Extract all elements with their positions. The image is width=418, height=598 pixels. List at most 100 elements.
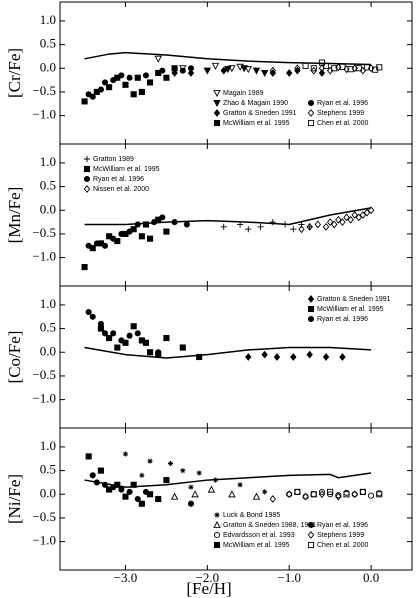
x-tick-label: −1.0: [277, 570, 301, 585]
legend-label: Magain 1989: [223, 90, 264, 97]
data-point: [367, 206, 375, 215]
legend-marker: [307, 119, 315, 127]
data-point: [163, 74, 170, 81]
data-point: [290, 353, 297, 361]
model-line: [84, 346, 372, 359]
y-tick-label: 0.0: [40, 201, 56, 216]
y-tick-label: −0.5: [32, 509, 56, 524]
data-point: [322, 62, 330, 69]
data-point: [138, 233, 145, 240]
data-point: [101, 330, 109, 337]
data-point: [163, 477, 170, 484]
data-point: [142, 72, 150, 79]
data-point: [151, 219, 158, 226]
data-point: [244, 66, 253, 74]
data-point: [118, 230, 125, 237]
data-point: [355, 65, 362, 72]
data-point: [118, 72, 125, 79]
data-point: [339, 218, 346, 227]
data-point: [142, 339, 150, 346]
x-tick-label: −2.0: [196, 570, 220, 585]
legend-marker: [213, 541, 221, 549]
data-point: [322, 353, 330, 361]
y-tick-label: 1.0: [40, 12, 56, 27]
legend-label: Stephens 1999: [317, 110, 364, 117]
data-point: [147, 458, 153, 464]
data-point: [298, 225, 305, 234]
legend-label: Gratton & Sneden 1988, 1991: [223, 522, 316, 529]
data-point: [286, 69, 293, 77]
y-tick-label: −0.5: [32, 83, 56, 98]
data-point: [110, 77, 117, 84]
legend-marker: [83, 185, 91, 193]
x-tick-label: −3.0: [114, 570, 138, 585]
data-point: [240, 65, 248, 73]
data-point: [187, 69, 195, 77]
data-point: [290, 226, 297, 233]
legend-label: Chen et al. 2000: [317, 542, 368, 549]
data-point: [347, 215, 354, 224]
data-point: [363, 208, 371, 217]
data-point: [237, 482, 243, 488]
y-axis-label: [Ni/Fe]: [5, 474, 24, 524]
data-point: [306, 222, 313, 231]
data-point: [220, 66, 227, 75]
data-point: [170, 492, 179, 500]
data-point: [85, 242, 92, 249]
data-point: [118, 337, 125, 344]
data-point: [322, 222, 330, 231]
data-point: [252, 67, 261, 75]
legend-label: McWilliam et al. 1995: [223, 542, 290, 549]
data-point: [331, 65, 338, 72]
y-tick-label: −1.0: [32, 391, 56, 406]
legend-marker: [307, 531, 315, 539]
data-point: [89, 93, 96, 100]
data-point: [294, 66, 301, 75]
data-point: [236, 221, 244, 228]
legend-label: Luck & Bond 1985: [223, 512, 280, 519]
legend-marker: [214, 512, 220, 518]
y-tick-label: 0.0: [40, 59, 56, 74]
data-point: [171, 219, 178, 226]
legend-label: McWilliam et al. 1995: [317, 306, 384, 313]
legend-label: Gratton 1989: [93, 156, 134, 163]
data-point: [294, 488, 301, 495]
legend-label: Gratton & Sneden 1991: [317, 296, 391, 303]
data-point: [339, 353, 346, 361]
data-point: [207, 485, 216, 493]
data-point: [228, 65, 236, 73]
data-point: [326, 218, 334, 227]
legend-label: Ryan et al. 1996: [317, 100, 368, 107]
data-point: [163, 335, 170, 342]
data-point: [269, 69, 277, 77]
y-axis-label: [Cr/Fe]: [5, 48, 24, 98]
data-point: [318, 490, 326, 499]
legend-label: McWilliam et al. 1995: [93, 166, 160, 173]
data-point: [368, 492, 375, 499]
data-point: [154, 55, 162, 63]
y-tick-label: −0.5: [32, 225, 56, 240]
legend-marker: [307, 541, 315, 549]
data-point: [134, 221, 141, 228]
data-point: [302, 62, 309, 69]
y-tick-label: −0.5: [32, 367, 56, 382]
data-point: [339, 63, 346, 70]
data-point: [110, 484, 117, 491]
data-point: [134, 74, 141, 81]
data-point: [359, 488, 366, 495]
legend-marker: [213, 89, 221, 97]
y-tick-label: 1.0: [40, 154, 56, 169]
model-line: [84, 51, 372, 66]
data-point: [146, 235, 154, 242]
y-tick-label: 0.0: [40, 485, 56, 500]
data-point: [183, 221, 190, 228]
data-point: [294, 488, 301, 495]
data-point: [318, 488, 326, 495]
legend-marker: [307, 295, 315, 303]
data-point: [126, 332, 133, 339]
y-tick-label: −1.0: [32, 107, 56, 122]
data-point: [220, 223, 227, 230]
y-axis-label: [Co/Fe]: [5, 331, 24, 384]
data-point: [139, 472, 145, 478]
y-tick-label: 1.0: [40, 296, 56, 311]
